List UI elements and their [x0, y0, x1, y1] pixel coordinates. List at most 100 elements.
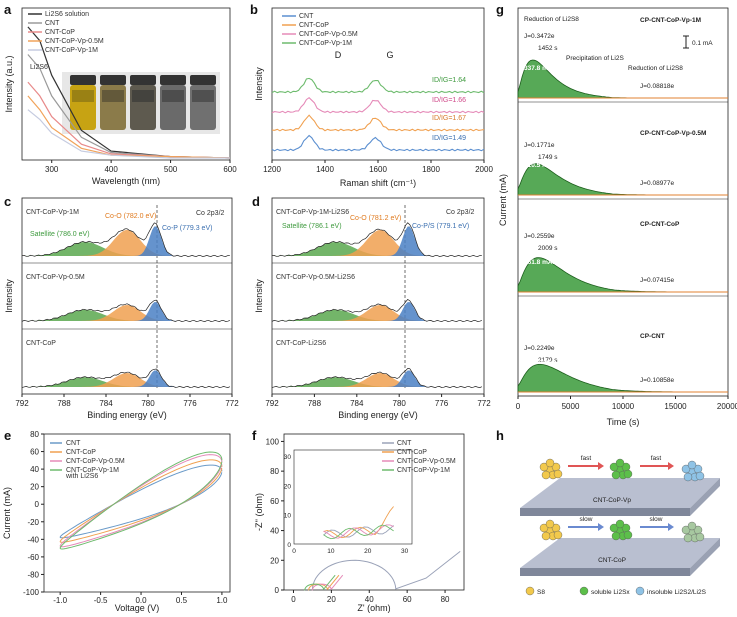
g-trace-fit2: J=0.08818e: [640, 83, 675, 90]
legend-e-item: CNT-CoP: [66, 449, 96, 456]
tick-label-g: 20000: [717, 402, 737, 411]
panel-e-curves: [59, 451, 223, 550]
panel-d-frame: [271, 197, 485, 395]
tick-label-e-y: 80: [30, 430, 39, 439]
tick-label-b: 1800: [422, 165, 440, 174]
cluster-sphere: [681, 464, 691, 474]
series-b-2: [271, 96, 485, 114]
tick-label-inset-y: 30: [284, 454, 292, 461]
panel-b-ylabel: Intensity: [254, 67, 264, 101]
panel-h-label: h: [496, 428, 504, 443]
tick-label-c: 784: [99, 399, 113, 408]
panel-c-rows: CNT-CoP-Vp-1M CNT-CoP-Vp-0.5M CNT-CoP: [21, 209, 232, 388]
cluster-sphere: [553, 530, 563, 540]
cluster-sphere: [545, 519, 555, 529]
slab-bottom: [520, 538, 720, 576]
cluster-sphere: [539, 523, 549, 533]
legend-h-swatch: [579, 586, 589, 596]
g-trace-capacity: 210.5 mAh g⁻¹: [524, 162, 568, 169]
tick-label-g: 5000: [562, 402, 580, 411]
ratio-label-b: ID/IG=1.64: [432, 77, 466, 84]
cluster-s8-bottom: [539, 519, 563, 541]
panel-c-ylabel: Intensity: [4, 279, 14, 313]
xps-component: [22, 373, 232, 387]
panel-d-ylabel: Intensity: [254, 279, 264, 313]
scale-bar-label: 0.1 mA: [692, 40, 713, 47]
tick-label-e-y: -40: [27, 535, 39, 544]
cluster-mixed-bottom: [681, 521, 705, 543]
cluster-sphere: [615, 458, 625, 468]
tick-label-f-x: 0: [291, 595, 296, 604]
g-trace-fit1: J=0.1771e: [524, 142, 555, 149]
arrow-fast-2: [640, 462, 674, 470]
g-trace-fill-3: [518, 364, 728, 392]
legend-e-item: CNT-CoP-Vp-1M: [66, 467, 119, 474]
tick-label-e-x: 1.0: [216, 596, 228, 605]
tick-label-e-x: 0.0: [135, 596, 147, 605]
g-trace-peak: 1452 s: [538, 45, 558, 52]
legend-e-item: CNT-CoP-Vp-0.5M: [66, 458, 125, 465]
legend-a-item: Li2S6 solution: [45, 11, 89, 18]
panel-d-xlabel: Binding energy (eV): [338, 410, 418, 420]
inset-curve-0: [323, 525, 394, 538]
panel-c-title: Co 2p3/2: [196, 210, 225, 217]
g-header-reduction: Reduction of Li2S8: [524, 16, 579, 23]
cluster-li2sx-top: [609, 458, 633, 480]
tick-label-e-y: 60: [30, 448, 39, 457]
panel-b-curves: ID/IG=1.64 ID/IG=1.66 ID/IG=1.67 ID/IG=1.49: [271, 77, 485, 152]
legend-a-item: CNT: [45, 20, 60, 27]
peak-label-cops-d: Co-P/S (779.1 eV): [412, 223, 469, 230]
vial-photos: [62, 72, 220, 134]
cluster-sphere: [609, 523, 619, 533]
xps-envelope: [271, 222, 482, 257]
tick-label-b: 2000: [475, 165, 493, 174]
peak-label-cop-c: Co-P (779.3 eV): [162, 225, 212, 232]
panel-a-frame: [21, 7, 231, 161]
label-slab-bottom: CNT-CoP: [598, 557, 626, 564]
tick-label-f-x: 60: [403, 595, 412, 604]
panel-c-label: c: [4, 194, 11, 209]
cluster-sphere: [545, 458, 555, 468]
panel-e-note: with Li2S6: [65, 473, 98, 480]
g-trace-capacity: 189.4 mAh g⁻¹: [524, 359, 568, 366]
tick-label-inset-y: 20: [284, 483, 292, 490]
tick-label-e-x: -1.0: [53, 596, 67, 605]
panel-a-xticks: 300 400 500 600: [45, 160, 237, 174]
panel-c: c CNT-CoP-Vp-1M CNT-CoP-Vp-0.5M CNT-CoP Co…: [4, 194, 239, 420]
cluster-sphere: [623, 530, 633, 540]
panel-d-rows: CNT-CoP-Vp-1M-Li2S6 CNT-CoP-Vp-0.5M-Li2S6…: [271, 209, 484, 388]
nyquist-1: [311, 574, 344, 591]
panel-f-label: f: [252, 428, 257, 443]
legend-h-swatch: [525, 586, 535, 596]
cluster-sphere: [611, 470, 621, 480]
legend-a-item: CNT-CoP-Vp-0.5M: [45, 38, 104, 45]
panel-a-legend: Li2S6 solution CNT CNT-CoP CNT-CoP-Vp-0.5M C…: [28, 11, 104, 54]
raman-peak-D: D: [335, 50, 342, 60]
panel-e-ylabel: Current (mA): [2, 487, 12, 539]
xps-component: [272, 242, 484, 256]
g-header-precip: Precipitation of Li2S: [566, 55, 624, 62]
xps-component: [272, 373, 484, 387]
panel-a-species-label: Li2S6: [30, 64, 48, 71]
panel-a-xlabel: Wavelength (nm): [92, 176, 160, 186]
tick-label-d: 772: [477, 399, 491, 408]
tick-label-e-x: -0.5: [94, 596, 108, 605]
xps-row-label: CNT-CoP-Vp-0.5M: [26, 274, 85, 281]
slab-top: [520, 478, 720, 516]
arrow-slow-2: [640, 523, 674, 531]
legend-h-item: insoluble Li2S2/Li2S: [647, 589, 707, 596]
xps-envelope: [271, 368, 483, 388]
panel-e-xlabel: Voltage (V): [115, 603, 160, 613]
cluster-sphere: [681, 525, 691, 535]
xps-component: [22, 230, 232, 256]
tick-label-f-y: 40: [270, 527, 279, 536]
tick-label-f-y: 60: [270, 497, 279, 506]
tick-label-c: 776: [183, 399, 197, 408]
tick-label-a: 300: [45, 165, 59, 174]
ratio-label-b: ID/IG=1.49: [432, 135, 466, 142]
panel-b-legend: CNT CNT-CoP CNT-CoP-Vp-0.5M CNT-CoP-Vp-1M: [282, 13, 358, 47]
cluster-s8-top: [539, 458, 563, 480]
cluster-sphere: [695, 471, 705, 481]
peak-label-satellite-d: Satellite (786.1 eV): [282, 223, 342, 230]
panel-h-clusters: [539, 458, 705, 543]
